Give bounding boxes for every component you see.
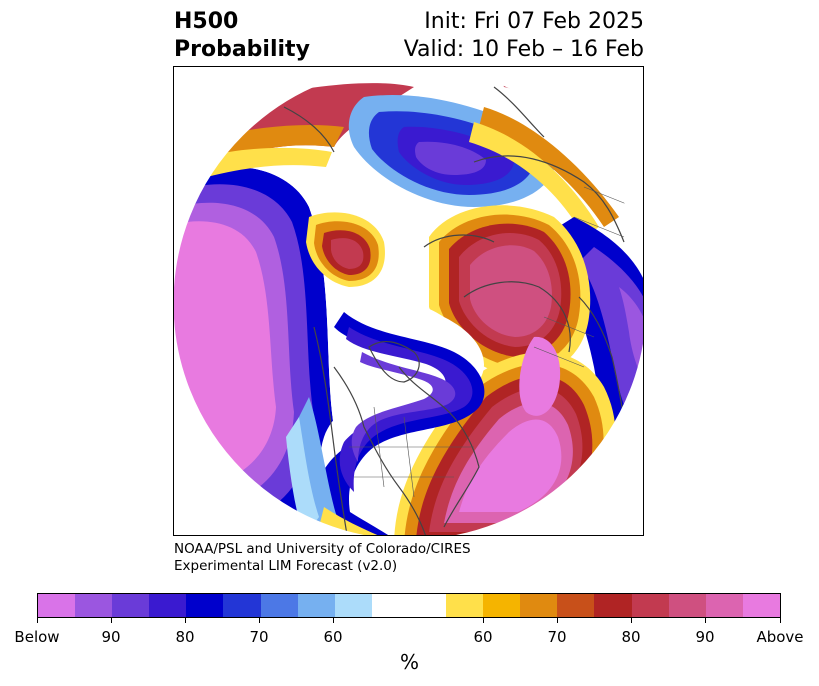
colorbar-unit-label: % <box>399 650 419 674</box>
colorbar-swatch <box>520 594 558 617</box>
colorbar-swatch <box>186 594 224 617</box>
colorbar-swatch <box>260 594 298 617</box>
colorbar-tick <box>259 618 260 623</box>
colorbar-tick <box>111 618 112 623</box>
title-init-date: Init: Fri 07 Feb 2025 <box>424 9 644 34</box>
colorbar-swatch <box>297 594 335 617</box>
arctic-coast <box>423 234 495 248</box>
colorbar-ticks: Below 90 80 70 60 60 70 80 90 Above <box>0 618 819 646</box>
title-right: Init: Fri 07 Feb 2025 Valid: 10 Feb – 16… <box>404 8 644 64</box>
title-valid-range: Valid: 10 Feb – 16 Feb <box>403 37 644 62</box>
colorbar-tick <box>631 618 632 623</box>
colorbar-swatch <box>705 594 743 617</box>
central-negative-trough <box>310 312 485 535</box>
colorbar-tick <box>185 618 186 623</box>
title-variable: H500 <box>174 9 239 34</box>
colorbar-tick <box>705 618 706 623</box>
north-america-east-coast <box>398 366 480 528</box>
colorbar-swatch <box>223 594 261 617</box>
colorbar-swatch <box>38 594 76 617</box>
colorbar-tick-label: 90 <box>695 628 715 646</box>
north-america-west-coast <box>313 326 350 535</box>
colorbar-tick <box>333 618 334 623</box>
colorbar-tick-label: 70 <box>547 628 567 646</box>
hudson-bay <box>368 340 420 383</box>
map-panel <box>173 66 644 536</box>
colorbar-tick <box>780 618 781 623</box>
colorbar-swatch <box>631 594 669 617</box>
colorbar-swatch <box>742 594 780 617</box>
asia-north-coast <box>473 155 625 243</box>
colorbar-tick-label: Above <box>756 628 804 646</box>
north-america-interior <box>333 366 430 535</box>
colorbar-tick <box>557 618 558 623</box>
siberia-coast <box>463 281 571 353</box>
colorbar-swatch <box>112 594 150 617</box>
credit-line-1: NOAA/PSL and University of Colorado/CIRE… <box>174 541 471 557</box>
colorbar-tick <box>483 618 484 623</box>
colorbar-tick-label: Below <box>14 628 60 646</box>
colorbar-tick-label: 70 <box>249 628 269 646</box>
colorbar-tick-label: 60 <box>323 628 343 646</box>
title-left: H500 Probability <box>174 8 310 64</box>
credit-text: NOAA/PSL and University of Colorado/CIRE… <box>174 541 471 575</box>
borders <box>349 186 635 498</box>
colorbar <box>37 593 781 618</box>
colorbar-swatch <box>668 594 706 617</box>
colorbar-swatch <box>557 594 595 617</box>
colorbar-tick-label: 80 <box>175 628 195 646</box>
colorbar-swatch <box>75 594 113 617</box>
credit-line-2: Experimental LIM Forecast (v2.0) <box>174 558 398 574</box>
probability-field <box>174 67 643 535</box>
colorbar-tick-label: 80 <box>621 628 641 646</box>
colorbar-swatch <box>483 594 521 617</box>
colorbar-swatch <box>446 594 484 617</box>
colorbar-swatch <box>371 594 447 617</box>
colorbar-swatch <box>594 594 632 617</box>
colorbar-tick-label: 60 <box>473 628 493 646</box>
title-type: Probability <box>174 37 310 62</box>
colorbar-tick <box>37 618 38 623</box>
colorbar-swatch <box>149 594 187 617</box>
far-east-coast <box>493 86 545 138</box>
colorbar-tick-label: 90 <box>101 628 121 646</box>
probability-map <box>174 67 643 535</box>
colorbar-swatch <box>334 594 372 617</box>
alaska-coast <box>283 106 335 153</box>
